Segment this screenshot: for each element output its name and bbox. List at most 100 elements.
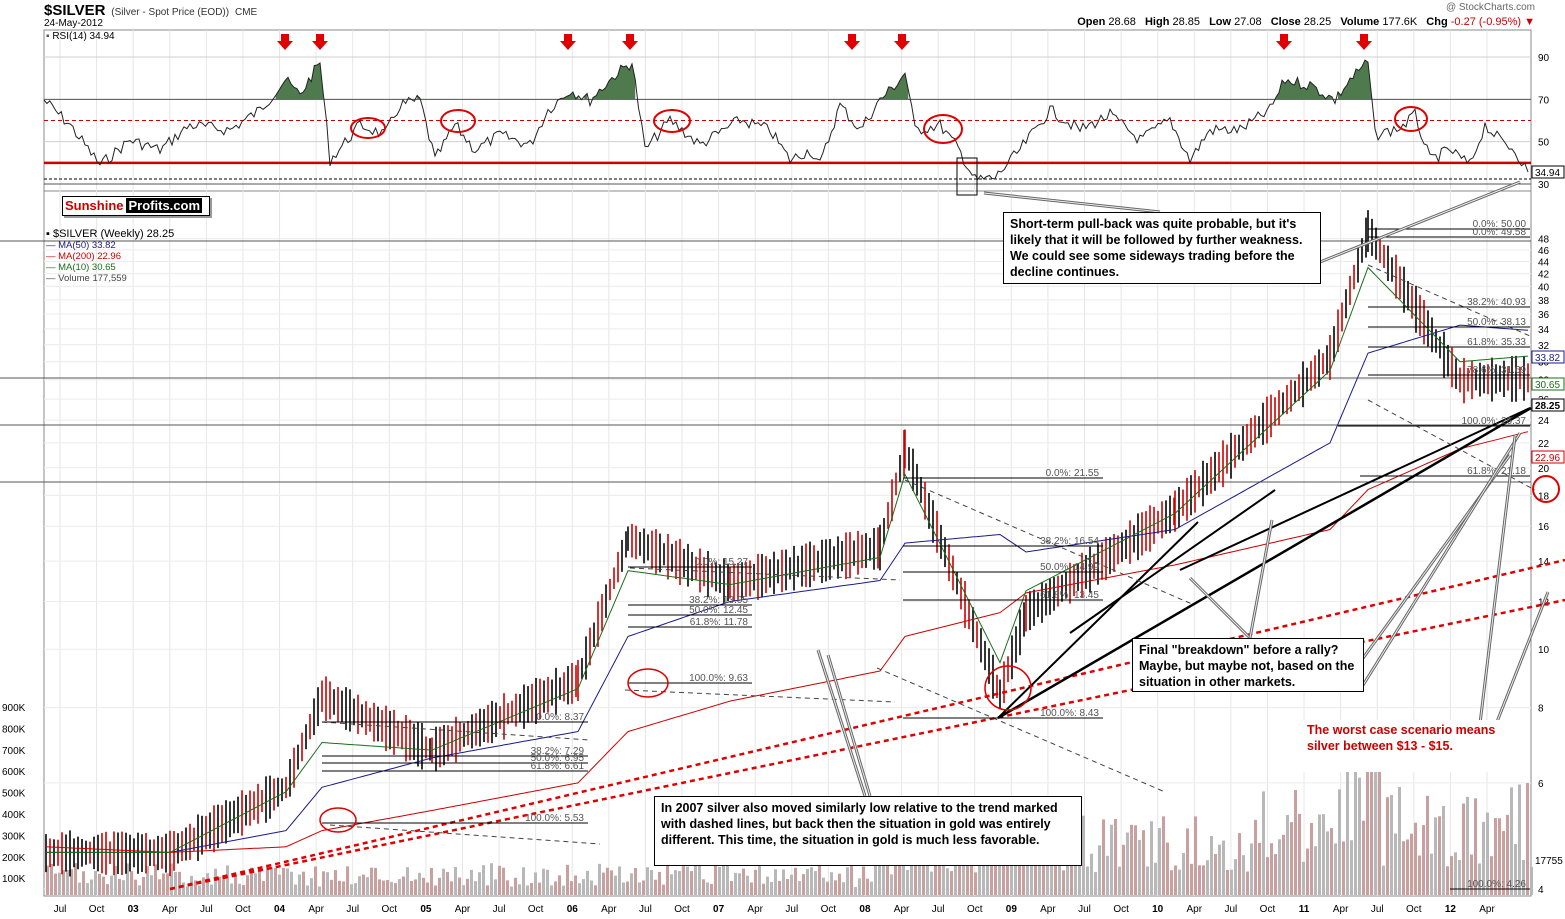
volume-bar [702, 879, 705, 895]
volume-bar [1522, 859, 1525, 895]
volume-bar [1266, 857, 1269, 895]
price-current-box [1531, 350, 1565, 364]
volume-bar [394, 883, 397, 895]
fib-label: 100.0%: 4.26 [1467, 879, 1526, 890]
volume-bar [78, 882, 81, 895]
x-tick-label: 05 [420, 904, 432, 915]
volume-bar [1374, 758, 1377, 895]
volume-bar [270, 867, 273, 895]
volume-bar [1310, 822, 1313, 895]
volume-bar [538, 882, 541, 895]
rsi-current-label: 34.94 [1535, 168, 1560, 179]
rsi-legend: ▪ RSI(14) 34.94 [46, 31, 115, 42]
volume-bar [582, 879, 585, 895]
rsi-tick-label: 30 [1538, 180, 1550, 191]
x-tick-label: Apr [747, 904, 763, 915]
fib-label: 38.2%: 7.29 [531, 746, 585, 757]
volume-bar [870, 881, 873, 895]
volume-bar [1362, 820, 1365, 895]
volume-bar [274, 867, 277, 895]
volume-label: Volume [1340, 16, 1380, 28]
volume-bar [1178, 869, 1181, 895]
volume-bar [638, 882, 641, 895]
volume-bar [306, 885, 309, 895]
rsi-overbought-fill [275, 63, 324, 100]
annotation-pointer-core [983, 192, 1161, 213]
volume-bar [1526, 783, 1529, 895]
volume-bar [1334, 843, 1337, 895]
volume-bar [82, 871, 85, 895]
x-tick-label: 06 [567, 904, 579, 915]
volume-bar [1382, 865, 1385, 895]
volume-bar [474, 881, 477, 895]
fib-label: 38.2%: 16.54 [1040, 536, 1099, 547]
price-tick-label: 8 [1538, 704, 1544, 715]
x-tick-label: 11 [1299, 904, 1310, 915]
annotation-pointer-core [1189, 577, 1251, 639]
volume-bar [1278, 839, 1281, 895]
volume-bar [710, 883, 713, 895]
volume-bar [1470, 854, 1473, 895]
volume-bar [1106, 855, 1109, 895]
annotation-pointer-core [827, 654, 871, 797]
volume-bar [1090, 853, 1093, 895]
volume-bar [126, 863, 129, 895]
volume-bar [374, 867, 377, 895]
volume-bar [1502, 831, 1505, 895]
volume-bar [1438, 816, 1441, 895]
plot-frame [43, 29, 1532, 897]
volume-bar [830, 872, 833, 895]
volume-value: 177.6K [1382, 16, 1418, 28]
volume-bar [298, 874, 301, 895]
fib-label: 50.0%: 6.95 [531, 753, 585, 764]
volume-bar [958, 847, 961, 895]
volume-bar [150, 875, 153, 895]
x-tick-label: Jul [493, 904, 506, 915]
volume-bar [594, 885, 597, 895]
volume-bar [930, 871, 933, 895]
volume-bar [654, 879, 657, 895]
x-tick-label: Apr [308, 904, 324, 915]
volume-bar [818, 865, 821, 895]
x-tick-label: 07 [713, 904, 725, 915]
price-current-box [1531, 450, 1565, 464]
volume-bar [1410, 833, 1413, 895]
sunshine-profits-logo: Sunshine Profits.com [62, 196, 210, 216]
annotation-pointer-core [1477, 435, 1516, 741]
volume-bar [346, 866, 349, 895]
volume-bar [1350, 840, 1353, 895]
x-tick-label: Apr [601, 904, 617, 915]
x-tick-label: Jul [54, 904, 67, 915]
volume-bar [1370, 739, 1373, 895]
volume-bar [410, 880, 413, 895]
volume-bar [754, 869, 757, 895]
volume-bar [510, 886, 513, 895]
volume-bar [1518, 784, 1521, 895]
price-tick-label: 6 [1538, 779, 1544, 790]
volume-bar [110, 875, 113, 895]
volume-bar [1086, 866, 1089, 895]
volume-bar [1210, 835, 1213, 895]
volume-bar [186, 886, 189, 895]
volume-bar [1314, 846, 1317, 895]
ohlc-readout: Open 28.68 High 28.85 Low 27.08 Close 28… [1071, 16, 1535, 28]
volume-bar [1242, 855, 1245, 895]
volume-bar [1034, 861, 1037, 895]
fib-label: 61.8%: 35.33 [1467, 337, 1526, 348]
volume-bar [1082, 815, 1085, 895]
fib-label: 78.6%: 31.69 [1467, 365, 1526, 376]
volume-bar [1214, 854, 1217, 895]
volume-bar [378, 879, 381, 895]
volume-bar [826, 881, 829, 895]
price-tick-label: 38 [1538, 296, 1550, 307]
volume-bar [494, 879, 497, 895]
volume-bar [122, 880, 125, 895]
volume-bar [106, 884, 109, 895]
volume-bar [1102, 819, 1105, 895]
rsi-overbought-fill [584, 93, 588, 100]
fib-label: 0.0%: 50.00 [1473, 219, 1527, 230]
volume-bar [418, 872, 421, 895]
price-tick-label: 16 [1538, 522, 1550, 533]
volume-bar [1250, 843, 1253, 895]
volume-bar [994, 847, 997, 895]
